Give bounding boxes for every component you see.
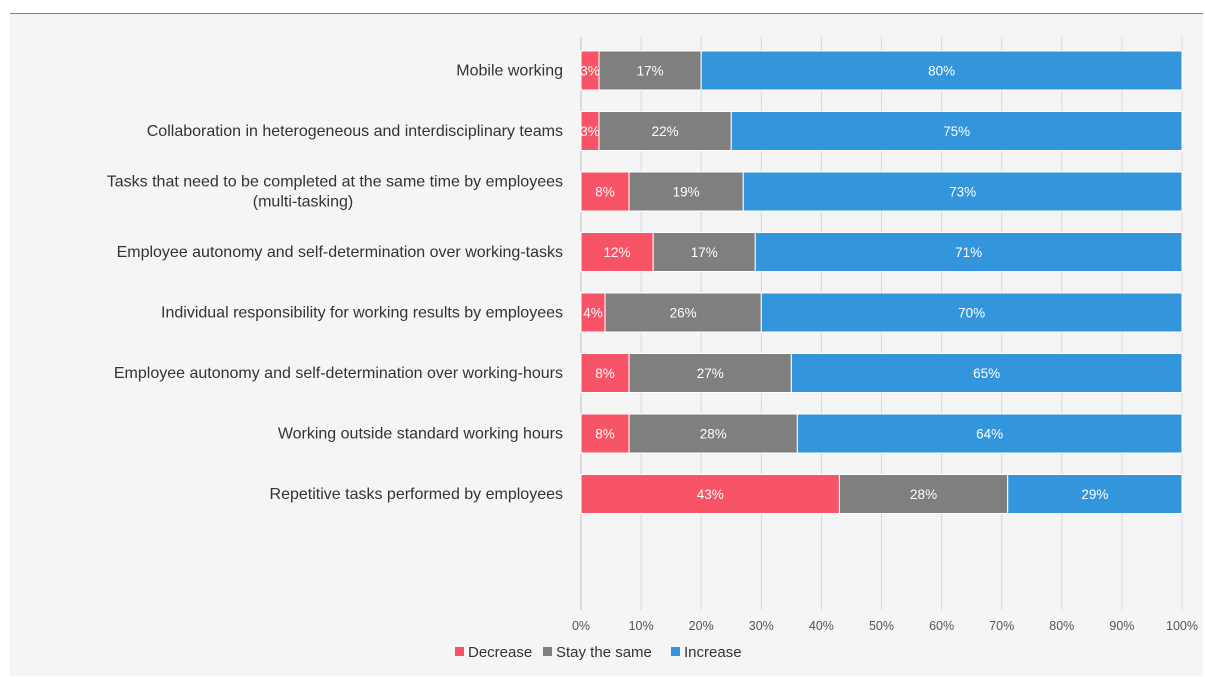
data-label: 17% — [637, 64, 664, 79]
data-label: 26% — [670, 306, 697, 321]
category-label: Employee autonomy and self-determination… — [117, 244, 563, 261]
bar-increase — [796, 413, 1183, 454]
legend-label: Stay the same — [556, 644, 652, 661]
bar-stay-the-same — [598, 50, 702, 91]
bar-decrease — [580, 474, 840, 514]
x-tick-label: 10% — [629, 619, 654, 633]
bar-increase — [730, 111, 1183, 151]
category-label: Tasks that need to be completed at the s… — [107, 174, 563, 191]
bar-increase — [1007, 474, 1183, 514]
data-label: 8% — [595, 366, 615, 381]
data-label: 29% — [1081, 487, 1108, 502]
x-tick-label: 100% — [1166, 619, 1198, 633]
legend-label: Increase — [684, 644, 742, 661]
x-tick-label: 50% — [869, 619, 894, 633]
category-label: Repetitive tasks performed by employees — [270, 486, 563, 503]
bar-decrease — [580, 292, 606, 333]
bar-decrease — [580, 413, 630, 454]
chart-area: 3% 17% 80% Mobile working 3% 22% 75% Collaborat… — [10, 14, 1203, 676]
data-label: 80% — [928, 64, 955, 79]
data-label: 22% — [652, 124, 679, 139]
data-label: 12% — [604, 245, 631, 260]
data-label: 64% — [976, 427, 1003, 442]
data-label: 73% — [949, 185, 976, 200]
legend-swatch — [543, 647, 552, 656]
data-label: 8% — [595, 427, 615, 442]
bar-decrease — [580, 353, 630, 393]
bar-stay-the-same — [604, 292, 762, 333]
bar-stay-the-same — [628, 353, 792, 393]
data-label: 3% — [580, 124, 600, 139]
category-label: Mobile working — [456, 63, 563, 80]
data-label: 43% — [697, 487, 724, 502]
x-tick-label: 80% — [1049, 619, 1074, 633]
x-tick-label: 0% — [572, 619, 590, 633]
bar-increase — [742, 171, 1183, 212]
category-label: Employee autonomy and self-determination… — [114, 365, 563, 382]
data-label: 17% — [691, 245, 718, 260]
data-label: 65% — [973, 366, 1000, 381]
bar-increase — [700, 50, 1183, 91]
legend-label: Decrease — [468, 644, 532, 661]
data-label: 28% — [700, 427, 727, 442]
bar-stay-the-same — [652, 232, 756, 272]
top-border-line — [10, 13, 1203, 14]
data-label: 75% — [943, 124, 970, 139]
legend-swatch — [671, 647, 680, 656]
x-tick-label: 40% — [809, 619, 834, 633]
x-tick-label: 90% — [1109, 619, 1134, 633]
data-label: 70% — [958, 306, 985, 321]
category-label: Working outside standard working hours — [278, 426, 563, 443]
bar-increase — [754, 232, 1183, 272]
bar-increase — [790, 353, 1183, 393]
data-label: 19% — [673, 185, 700, 200]
legend-swatch — [455, 647, 464, 656]
category-label: Individual responsibility for working re… — [161, 305, 563, 322]
bar-stay-the-same — [838, 474, 1009, 514]
stacked-bar-chart: 3% 17% 80% Mobile working 3% 22% 75% Collaborat… — [107, 37, 1198, 661]
data-label: 28% — [910, 487, 937, 502]
bar-decrease — [580, 171, 630, 212]
bar-increase — [760, 292, 1183, 333]
category-label: (multi-tasking) — [253, 194, 353, 211]
data-label: 4% — [583, 306, 603, 321]
data-label: 8% — [595, 185, 615, 200]
bar-stay-the-same — [628, 171, 744, 212]
x-tick-label: 30% — [749, 619, 774, 633]
x-tick-label: 20% — [689, 619, 714, 633]
x-tick-label: 70% — [989, 619, 1014, 633]
category-label: Collaboration in heterogeneous and inter… — [147, 123, 563, 140]
data-label: 27% — [697, 366, 724, 381]
data-label: 3% — [580, 64, 600, 79]
data-label: 71% — [955, 245, 982, 260]
x-tick-label: 60% — [929, 619, 954, 633]
